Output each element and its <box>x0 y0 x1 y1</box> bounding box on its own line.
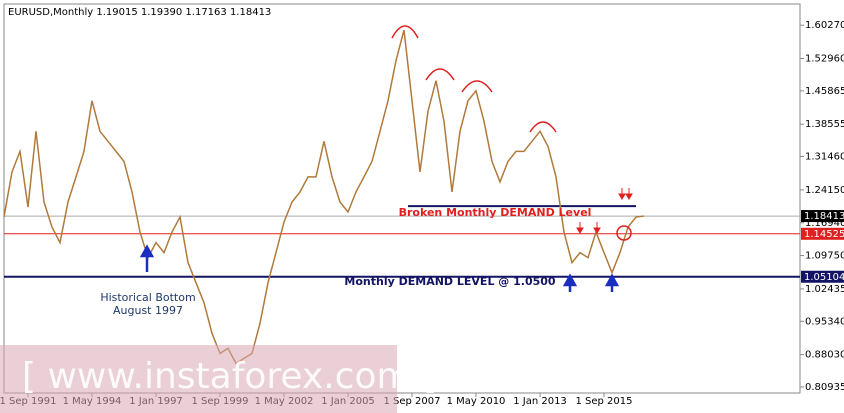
x-tick-label: 1 Sep 2015 <box>575 396 632 407</box>
circle-marker <box>616 225 632 241</box>
annotation: Monthly DEMAND LEVEL @ 1.0500 <box>344 275 555 288</box>
plot-frame <box>3 3 801 394</box>
price-label: 1.14525 <box>804 229 844 240</box>
top-arcs <box>391 25 557 133</box>
price-label: 1.05104 <box>804 272 844 283</box>
x-tick-label: 1 May 2010 <box>447 396 506 407</box>
price-label: 1.18413 <box>804 211 844 222</box>
watermark-box <box>0 345 397 413</box>
y-tick-label: 0.80935 <box>805 382 844 393</box>
watermark: [ www.instaforex.com ] <box>22 356 437 397</box>
price-line <box>3 29 645 365</box>
chart-title: EURUSD,Monthly 1.19015 1.19390 1.17163 1… <box>8 7 271 18</box>
y-tick-label: 1.31460 <box>805 152 844 163</box>
y-tick-label: 1.52960 <box>805 54 844 65</box>
y-tick-label: 1.24150 <box>805 185 844 196</box>
up-arrows <box>139 244 620 292</box>
price-box <box>801 270 844 283</box>
y-tick-label: 1.45865 <box>805 86 844 97</box>
y-tick-label: 0.88030 <box>805 350 844 361</box>
y-tick-label: 1.38555 <box>805 119 844 130</box>
x-tick-label: 1 Sep 2007 <box>383 396 440 407</box>
price-box <box>801 227 844 240</box>
y-tick-label: 0.95340 <box>805 316 844 327</box>
y-tick-label: 1.09750 <box>805 251 844 262</box>
annotation: Historical Bottom <box>100 291 195 304</box>
annotation: Broken Monthly DEMAND Level <box>399 206 592 219</box>
y-tick-label: 1.16940 <box>805 218 844 229</box>
annotation: August 1997 <box>113 304 183 317</box>
y-tick-label: 1.60270 <box>805 20 844 31</box>
price-box <box>801 210 844 223</box>
x-tick-label: 1 Jan 2013 <box>513 396 567 407</box>
y-tick-label: 1.02435 <box>805 284 844 295</box>
down-arrows <box>576 188 633 234</box>
